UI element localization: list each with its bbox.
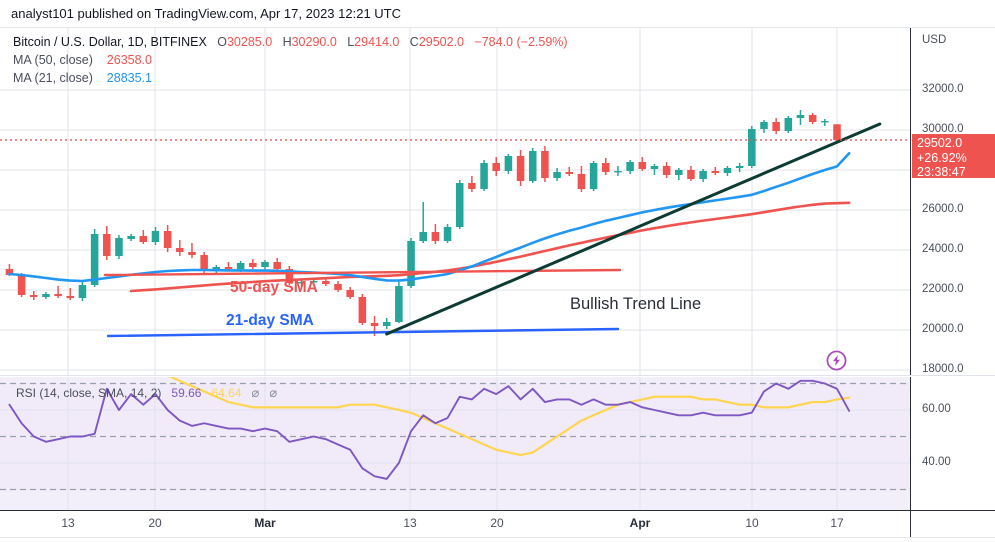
pane-divider[interactable] <box>0 375 995 376</box>
price-axis-tick: 22000.0 <box>922 283 964 295</box>
legend-ma21-value: 28835.1 <box>106 71 152 85</box>
time-axis-bottom-line <box>0 537 995 538</box>
current-price-percent: +26.92% <box>917 150 967 165</box>
lightning-bolt-icon[interactable] <box>826 350 847 371</box>
rsi-legend: RSI (14, close, SMA, 14, 2) 59.66 64.64 … <box>16 385 277 401</box>
time-axis-tick: Apr <box>629 516 651 530</box>
time-axis-tick: 17 <box>830 516 844 530</box>
price-axis-tick: 26000.0 <box>922 203 964 215</box>
legend-high-label: H <box>282 35 292 49</box>
legend-change-percent: (−2.59%) <box>516 35 568 49</box>
rsi-legend-value: 59.66 <box>171 386 202 400</box>
price-axis[interactable]: USD 32000.030000.028000.026000.024000.02… <box>910 28 995 375</box>
annotation-50-day-sma[interactable]: 50-day SMA <box>230 279 318 296</box>
rsi-legend-empty-2: ⌀ <box>269 385 278 400</box>
price-axis-tick: 20000.0 <box>922 323 964 335</box>
publisher-bar: analyst101 published on TradingView.com,… <box>0 0 995 27</box>
legend-ma21-row[interactable]: MA (21, close) 28835.1 <box>13 70 568 87</box>
legend-close-value: 29502.0 <box>418 35 464 49</box>
current-price-tag[interactable]: 29502.0 +26.92% 23:38:47 <box>912 134 995 180</box>
legend-ma50-value: 26358.0 <box>106 53 152 67</box>
current-price-value: 29502.0 <box>917 136 963 150</box>
legend-low-label: L <box>347 35 355 49</box>
rsi-legend-title[interactable]: RSI (14, close, SMA, 14, 2) <box>16 386 162 400</box>
chart-frame[interactable]: Bitcoin / U.S. Dollar, 1D, BITFINEX O302… <box>0 27 995 538</box>
legend-close-label: C <box>409 35 419 49</box>
price-axis-tick: 32000.0 <box>922 83 964 95</box>
current-price-countdown: 23:38:47 <box>917 165 966 180</box>
time-axis-tick: 13 <box>403 516 417 530</box>
legend-change: −784.0 <box>474 35 514 49</box>
annotation-bullish-trend-line[interactable]: Bullish Trend Line <box>570 295 702 313</box>
price-axis-tick: 24000.0 <box>922 243 964 255</box>
annotation-21-day-sma[interactable]: 21-day SMA <box>226 312 314 329</box>
time-axis-tick: Mar <box>254 516 276 530</box>
rsi-axis[interactable]: 60.00 40.00 <box>910 377 995 510</box>
price-axis-tick: 18000.0 <box>922 363 964 375</box>
legend-ma50-label: MA (50, close) <box>13 53 93 67</box>
rsi-pane[interactable]: RSI (14, close, SMA, 14, 2) 59.66 64.64 … <box>0 377 910 510</box>
time-axis-tick: 10 <box>745 516 759 530</box>
price-axis-tick: 30000.0 <box>922 123 964 135</box>
rsi-axis-tick: 40.00 <box>922 456 951 468</box>
time-axis[interactable]: 13 20 Mar 13 20 Apr 10 17 <box>0 511 910 537</box>
legend-ma21-label: MA (21, close) <box>13 71 93 85</box>
legend-open-value: 30285.0 <box>226 35 273 49</box>
rsi-bottom-border <box>0 510 995 511</box>
rsi-legend-empty-1: ⌀ <box>251 385 260 400</box>
time-axis-tick: 20 <box>490 516 504 530</box>
price-pane[interactable]: Bitcoin / U.S. Dollar, 1D, BITFINEX O302… <box>0 28 910 375</box>
legend-symbol[interactable]: Bitcoin / U.S. Dollar, 1D, BITFINEX <box>13 35 207 49</box>
price-chart-canvas[interactable] <box>0 28 910 375</box>
price-axis-unit: USD <box>922 34 947 46</box>
legend-high-value: 30290.0 <box>291 35 337 49</box>
legend-symbol-row: Bitcoin / U.S. Dollar, 1D, BITFINEX O302… <box>13 34 568 51</box>
legend-ma50-row[interactable]: MA (50, close) 26358.0 <box>13 52 568 69</box>
legend-open-label: O <box>217 35 227 49</box>
time-axis-tick: 20 <box>148 516 162 530</box>
rsi-legend-sma-value: 64.64 <box>211 386 242 400</box>
publisher-text: analyst101 published on TradingView.com,… <box>11 6 402 21</box>
time-axis-right-corner <box>910 511 995 537</box>
chart-legend: Bitcoin / U.S. Dollar, 1D, BITFINEX O302… <box>13 33 568 87</box>
rsi-axis-tick: 60.00 <box>922 403 951 415</box>
legend-low-value: 29414.0 <box>354 35 400 49</box>
rsi-chart-canvas[interactable] <box>0 377 910 510</box>
time-axis-tick: 13 <box>61 516 75 530</box>
